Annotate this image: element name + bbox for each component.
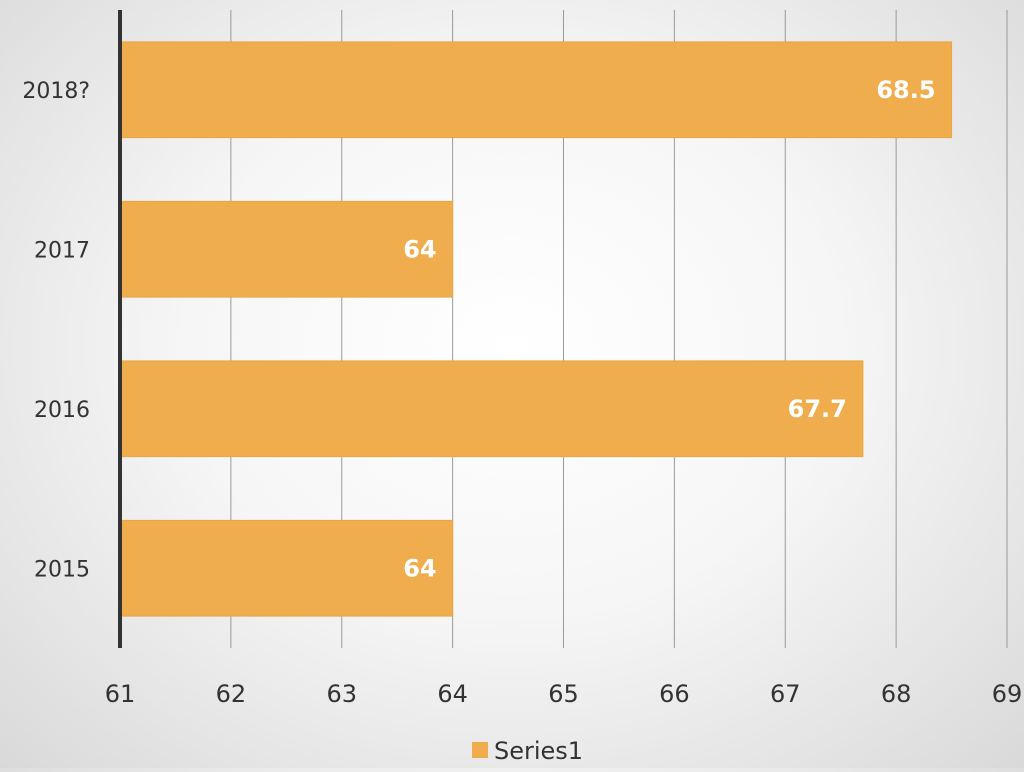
data-label-2015: 64	[403, 554, 436, 582]
data-label-2016: 67.7	[788, 395, 847, 423]
category-label-2017: 2017	[34, 238, 90, 263]
labels: 61 62 63 64 65 66 67 68 69 2018? 68.5 2017 64 2016 67.…	[22, 76, 1022, 708]
x-tick-label-69: 69	[992, 680, 1023, 708]
legend: Series1	[472, 737, 583, 765]
legend-label-series1: Series1	[494, 737, 583, 765]
bar-2016	[119, 360, 864, 458]
bars	[119, 41, 953, 617]
x-tick-label-61: 61	[105, 680, 136, 708]
x-tick-label-64: 64	[437, 680, 468, 708]
x-tick-label-67: 67	[770, 680, 801, 708]
bar-2015	[119, 519, 454, 617]
x-tick-label-62: 62	[216, 680, 247, 708]
bar-2018	[119, 41, 953, 139]
legend-swatch-series1	[472, 742, 488, 758]
category-label-2016: 2016	[34, 398, 90, 423]
data-label-2017: 64	[403, 235, 436, 263]
category-label-2018: 2018?	[22, 79, 90, 104]
x-tick-label-68: 68	[881, 680, 912, 708]
x-tick-label-63: 63	[326, 680, 357, 708]
category-label-2015: 2015	[34, 557, 90, 582]
x-tick-label-65: 65	[548, 680, 579, 708]
data-label-2018: 68.5	[876, 76, 935, 104]
x-tick-label-66: 66	[659, 680, 690, 708]
